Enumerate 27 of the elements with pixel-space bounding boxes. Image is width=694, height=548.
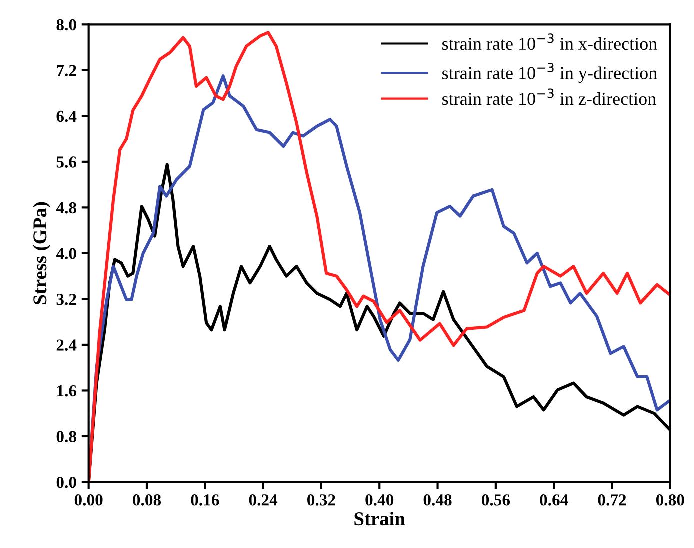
legend-label: strain rate 10$^{−3}$ in x-direction bbox=[442, 34, 658, 50]
y-tick-label: 0.0 bbox=[56, 476, 76, 488]
legend-label: strain rate 10$^{−3}$ in z-direction bbox=[442, 88, 656, 106]
x-tick-label: 0.24 bbox=[249, 494, 278, 506]
legend-label: strain rate 10$^{−3}$ in y-direction bbox=[442, 62, 658, 84]
y-tick-label: 3.2 bbox=[56, 294, 76, 306]
x-tick-label: 0.08 bbox=[133, 494, 162, 506]
x-tick-label: 0.00 bbox=[74, 494, 103, 506]
y-axis-title: Stress (GPa) bbox=[33, 202, 51, 304]
y-tick-label: 1.6 bbox=[58, 385, 77, 397]
x-tick-label: 0.72 bbox=[598, 494, 626, 506]
y-tick-label: 7.2 bbox=[57, 65, 76, 76]
x-tick-label: 0.56 bbox=[482, 494, 510, 506]
x-tick-label: 0.80 bbox=[656, 494, 684, 506]
y-tick-label: 8.0 bbox=[56, 19, 76, 31]
y-tick-label: 4.8 bbox=[56, 202, 76, 214]
x-tick-label: 0.40 bbox=[366, 494, 394, 506]
y-tick-label: 2.4 bbox=[56, 340, 77, 351]
y-tick-label: 0.8 bbox=[56, 431, 76, 442]
y-tick-label: 5.6 bbox=[56, 156, 77, 168]
x-tick-label: 0.64 bbox=[540, 494, 568, 506]
x-axis-title: Strain bbox=[354, 512, 406, 526]
x-tick-label: 0.48 bbox=[424, 494, 452, 506]
x-tick-label: 0.16 bbox=[191, 494, 220, 506]
y-tick-label: 4.0 bbox=[56, 248, 76, 260]
y-tick-label: 6.4 bbox=[56, 110, 77, 122]
x-tick-label: 0.32 bbox=[308, 494, 336, 506]
